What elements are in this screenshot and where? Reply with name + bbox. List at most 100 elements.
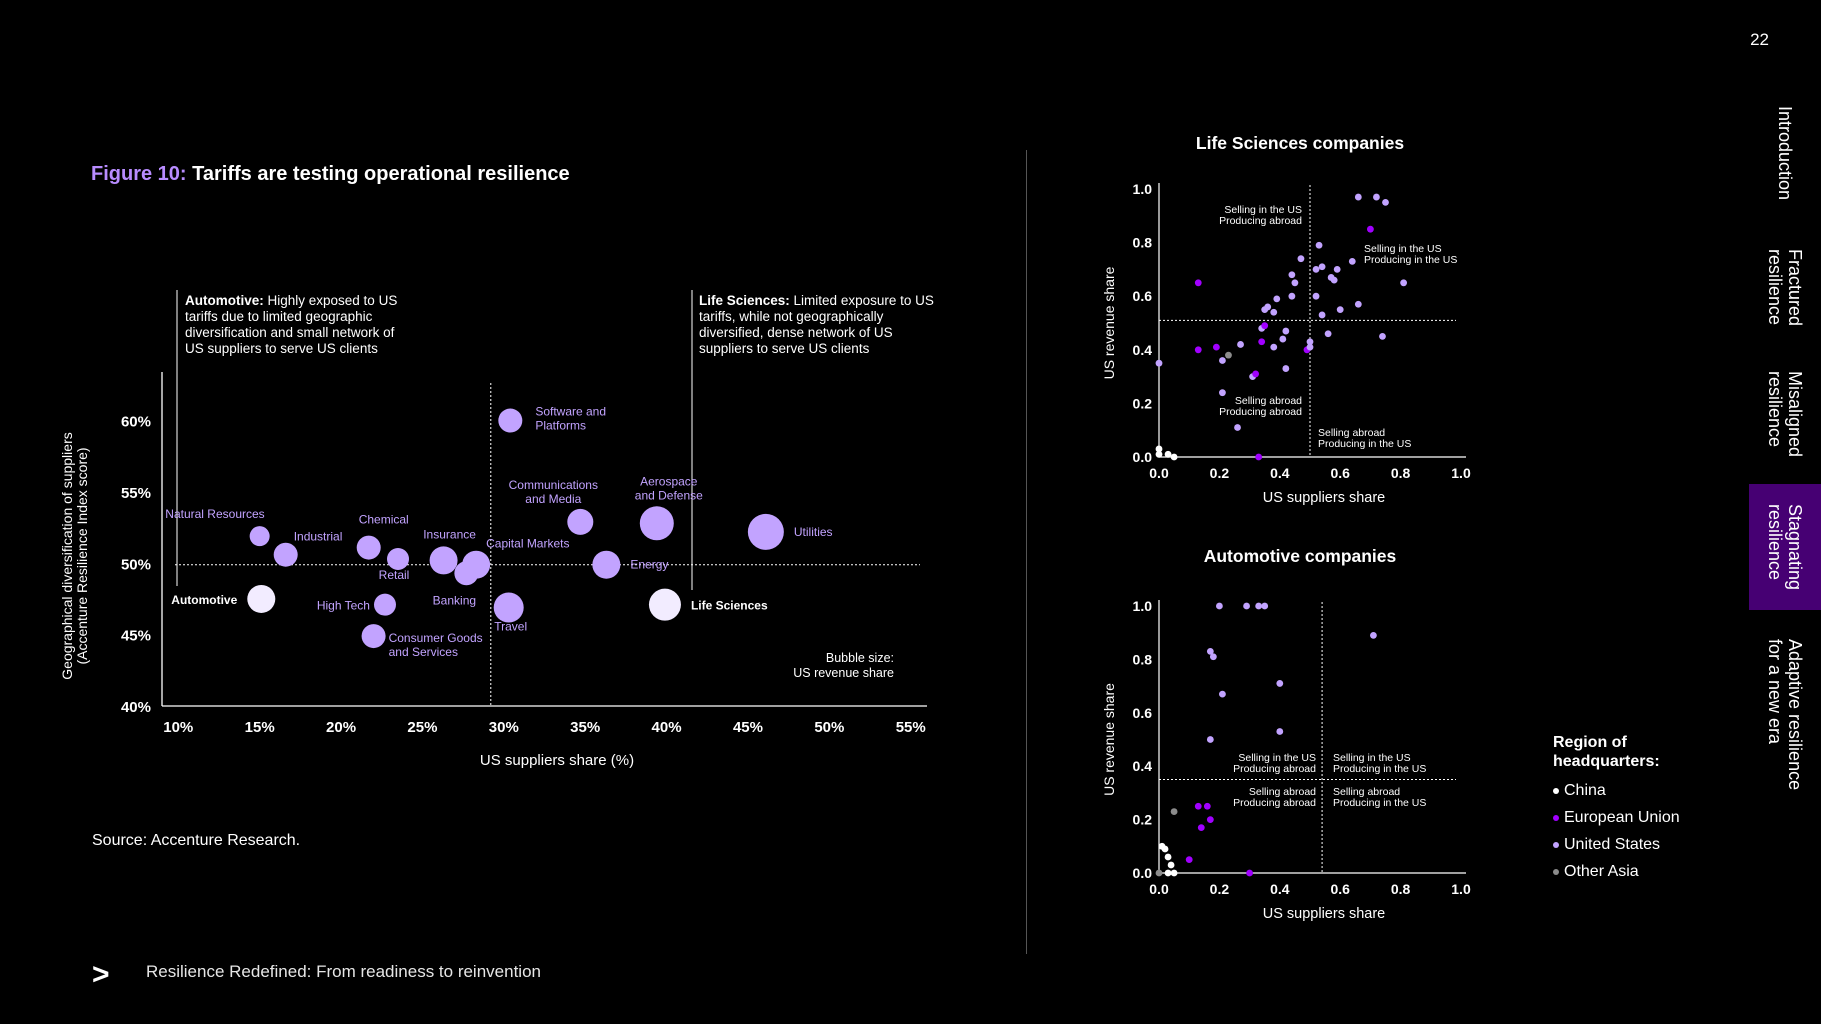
scatter-point	[1194, 279, 1202, 287]
scatter-point	[1270, 308, 1278, 316]
scatter-point	[1243, 602, 1250, 610]
scatter-point	[1225, 351, 1232, 359]
y-tick-label: 1.0	[1133, 598, 1153, 614]
scatter-point	[1400, 279, 1408, 287]
scatter-point	[1312, 266, 1320, 273]
bubble-size-note: Bubble size: US revenue share	[793, 651, 894, 680]
x-axis-title: US suppliers share	[1263, 490, 1386, 506]
x-tick-label: 0.8	[1391, 881, 1411, 897]
scatter-point	[1261, 602, 1269, 610]
quadrant-label: Selling in the US Producing abroad	[1219, 204, 1302, 227]
y-tick-label: 0.2	[1133, 812, 1153, 828]
nav-item-stagnating[interactable]: Stagnating resilience	[1749, 484, 1821, 610]
y-tick-label: 40%	[121, 699, 151, 716]
y-axis-title: US revenue share	[1101, 683, 1117, 796]
scatter-point	[1306, 338, 1314, 346]
scatter-point	[1273, 295, 1281, 303]
scatter-point	[1324, 330, 1332, 338]
figure-label: Figure 10:	[91, 163, 187, 185]
callout-life-sciences: Life Sciences: Limited exposure to US tar…	[699, 293, 934, 356]
x-tick-label: 0.2	[1210, 881, 1230, 897]
legend-dot-icon	[1553, 868, 1559, 875]
x-tick-label: 40%	[652, 719, 682, 736]
x-tick-label: 15%	[245, 719, 275, 736]
bubble	[493, 592, 524, 623]
scatter-point	[1279, 335, 1287, 343]
nav-label: Adaptive resilience for a new era	[1765, 639, 1805, 791]
x-tick-label: 25%	[407, 719, 437, 736]
legend-dot-icon	[1553, 814, 1559, 821]
nav-item-adaptive[interactable]: Adaptive resilience for a new era	[1749, 625, 1821, 805]
bubble-label: Natural Resources	[165, 507, 264, 521]
nav-item-fractured[interactable]: Fractured resilience	[1749, 233, 1821, 343]
legend-label: Other Asia	[1564, 862, 1639, 880]
scatter-point	[1255, 602, 1263, 610]
x-tick-label: 0.4	[1270, 465, 1290, 481]
y-tick-label: 0.6	[1133, 288, 1153, 304]
quadrant-label: Selling abroad Producing in the US	[1333, 786, 1426, 809]
y-tick-label: 0.8	[1133, 235, 1153, 251]
scatter-point	[1206, 647, 1214, 655]
scatter-point	[1155, 450, 1163, 458]
nav-label: Fractured resilience	[1765, 249, 1805, 327]
scatter-point	[1264, 303, 1272, 311]
quadrant-label: Selling abroad Producing abroad	[1233, 786, 1316, 809]
scatter-point	[1194, 802, 1202, 810]
y-tick-label: 60%	[121, 414, 151, 431]
scatter-point	[1318, 263, 1326, 271]
nav-item-introduction[interactable]: Introduction	[1749, 88, 1821, 218]
quadrant-label: Selling abroad Producing in the US	[1318, 427, 1411, 450]
y-tick-label: 0.4	[1133, 342, 1153, 358]
bubble-label: Industrial	[294, 530, 343, 544]
x-axis-title: US suppliers share	[1263, 906, 1386, 922]
scatter-point	[1161, 845, 1169, 853]
bubble-label: Energy	[630, 558, 668, 572]
nav-item-misaligned[interactable]: Misaligned resilience	[1749, 358, 1821, 470]
x-tick-label: 0.2	[1210, 465, 1230, 481]
scatter-point	[1155, 359, 1163, 367]
scatter-point	[1255, 453, 1263, 461]
scatter-point	[1382, 199, 1389, 206]
x-tick-label: 35%	[570, 719, 600, 736]
x-tick-label: 0.4	[1270, 881, 1290, 897]
x-tick-label: 45%	[733, 719, 763, 736]
y-tick-label: 0.0	[1133, 865, 1153, 881]
figure-title: Figure 10: Tariffs are testing operation…	[91, 163, 570, 186]
scatter-point	[1258, 338, 1266, 346]
legend-item: United States	[1553, 835, 1683, 854]
scatter-point	[1354, 193, 1362, 201]
scatter-point	[1170, 869, 1178, 877]
scatter-point	[1315, 241, 1323, 249]
y-tick-label: 55%	[121, 485, 151, 502]
y-axis-title: US revenue share	[1101, 266, 1117, 379]
scatter-point	[1282, 365, 1290, 372]
bubble	[648, 588, 681, 621]
x-tick-label: 1.0	[1451, 465, 1471, 481]
scatter-point	[1164, 450, 1172, 458]
scatter-point	[1164, 869, 1172, 877]
legend-item: Other Asia	[1553, 862, 1683, 881]
scatter-point	[1252, 370, 1260, 378]
bubble-label: Automotive	[171, 593, 237, 607]
y-tick-label: 0.6	[1133, 705, 1153, 721]
scatter-point	[1164, 853, 1172, 861]
scatter-point	[1354, 300, 1362, 308]
life-sciences-chart: Life Sciences companies 0.00.0 0.2 0.2 0.4 0.…	[1101, 133, 1471, 506]
section-nav: Introduction Fractured resilience Misali…	[1749, 0, 1821, 1024]
x-tick-label: 10%	[163, 719, 193, 736]
bubble-label: Aerospace and Defense	[635, 474, 703, 502]
region-legend: Region of headquarters: China European Un…	[1553, 733, 1683, 881]
scatter-point	[1219, 690, 1226, 698]
x-axis-title: US suppliers share (%)	[480, 752, 634, 769]
scatter-point	[1276, 680, 1284, 687]
scatter-point	[1291, 279, 1299, 287]
scatter-point	[1194, 346, 1202, 354]
bubble-label: Utilities	[794, 525, 833, 539]
y-tick-label: 0.0	[1133, 449, 1153, 465]
scatter-point	[1209, 653, 1217, 661]
scatter-point	[1348, 257, 1356, 265]
bubble-label: Insurance	[423, 527, 476, 541]
scatter-point	[1206, 736, 1214, 743]
bubble	[639, 506, 674, 541]
scatter-point	[1373, 193, 1380, 201]
